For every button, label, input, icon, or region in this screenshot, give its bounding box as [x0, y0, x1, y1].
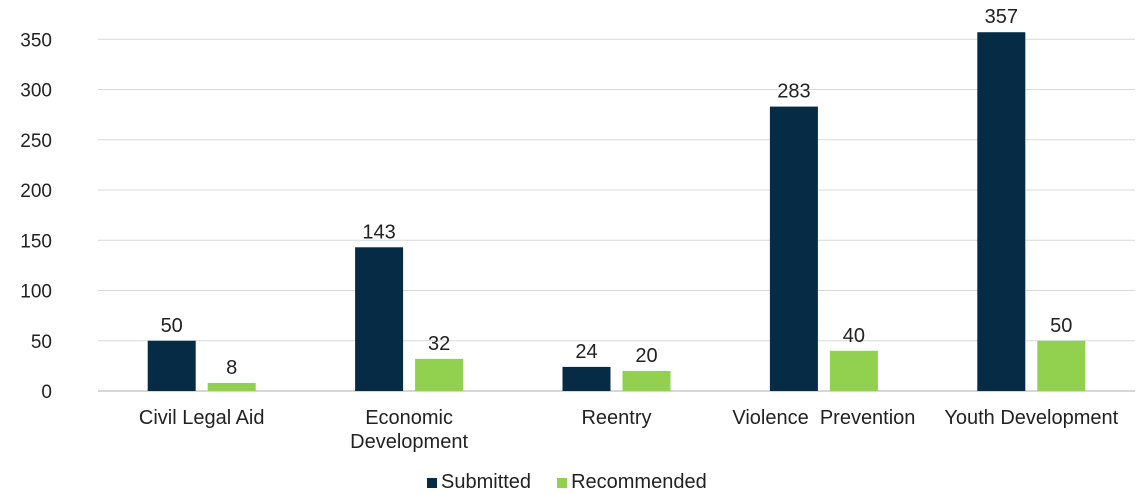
gridlines	[98, 38, 1135, 392]
data-labels: 50 8 143 32 24 20 283 40 357 50	[161, 6, 1073, 379]
data-label: 20	[635, 345, 657, 367]
data-label: 357	[985, 6, 1018, 28]
data-label: 143	[362, 221, 395, 243]
data-label: 24	[575, 341, 597, 363]
x-category-label: Violence Prevention	[732, 407, 915, 429]
y-tick-label: 150	[20, 231, 52, 252]
bar-recommended-2	[622, 370, 671, 391]
bar-submitted-2	[562, 366, 611, 391]
data-label: 50	[1050, 315, 1072, 337]
data-label: 40	[843, 325, 865, 347]
bar-recommended-0	[207, 382, 256, 391]
y-tick-label: 50	[31, 332, 52, 353]
data-label: 283	[777, 81, 810, 103]
legend: Submitted Recommended	[427, 471, 707, 493]
legend-swatch-recommended	[557, 478, 568, 488]
y-tick-label: 200	[20, 181, 52, 202]
y-tick-label: 0	[41, 382, 52, 403]
y-tick-label: 300	[20, 81, 52, 102]
x-category-label: Development	[350, 431, 468, 453]
bar-recommended-3	[829, 350, 878, 391]
bar-submitted-3	[769, 106, 818, 392]
y-tick-label: 350	[20, 30, 52, 51]
x-category-label: Civil Legal Aid	[139, 407, 265, 429]
bar-recommended-1	[415, 358, 464, 391]
bars	[147, 32, 1086, 392]
bar-submitted-0	[147, 340, 196, 391]
bar-submitted-1	[355, 247, 404, 391]
legend-swatch-submitted	[427, 478, 437, 488]
data-label: 50	[161, 315, 183, 337]
bar-submitted-4	[977, 32, 1026, 392]
y-axis-ticks: 0 50 100 150 200 250 300 350	[20, 30, 52, 403]
data-label: 8	[226, 357, 237, 379]
y-tick-label: 100	[20, 282, 52, 303]
x-category-label: Youth Development	[944, 407, 1118, 429]
legend-label-submitted: Submitted	[441, 471, 531, 493]
legend-label-recommended: Recommended	[571, 471, 707, 493]
x-category-label: Reentry	[581, 407, 651, 429]
y-tick-label: 250	[20, 131, 52, 152]
data-label: 32	[428, 333, 450, 355]
bar-recommended-4	[1037, 340, 1086, 391]
x-category-label: Economic	[365, 407, 453, 429]
